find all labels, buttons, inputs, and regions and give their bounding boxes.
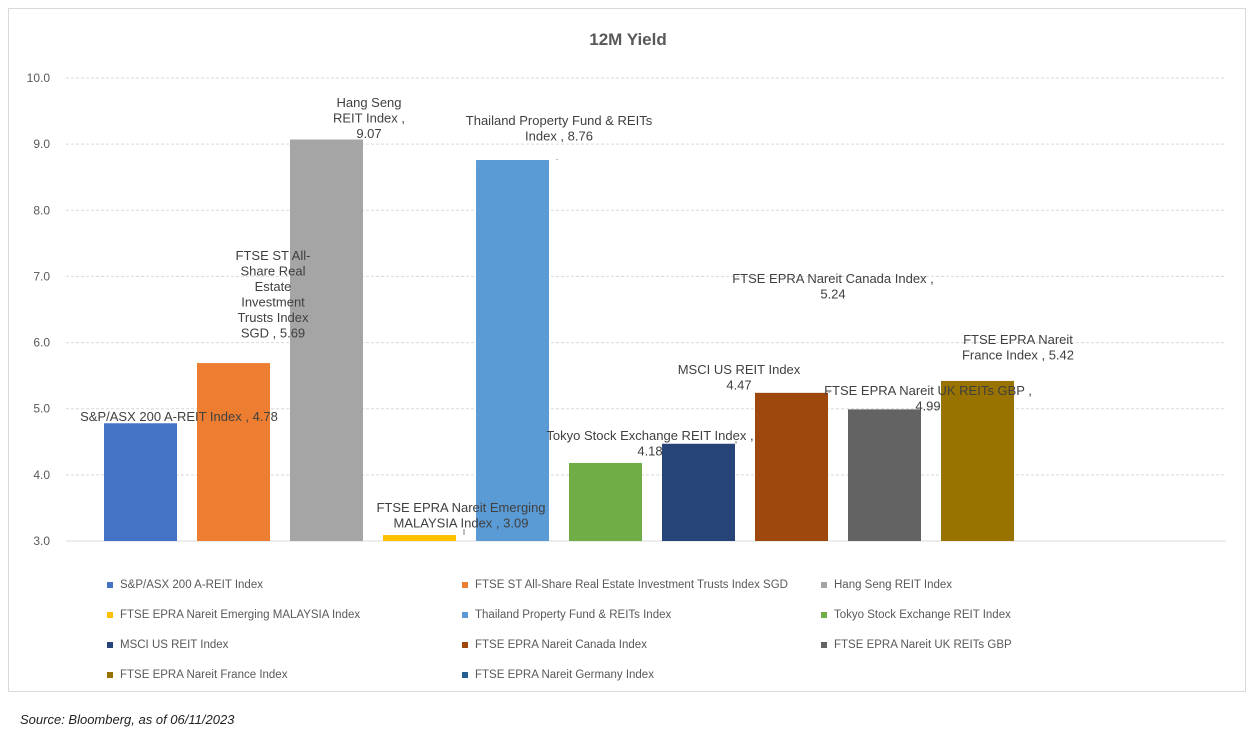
legend-swatch	[462, 582, 468, 588]
chart-frame: 12M Yield 3.0 4.0 5.0 6.0 7.0 8.0 9.0 10.0 S&P/…	[8, 8, 1246, 692]
legend-item: FTSE EPRA Nareit Germany Index	[462, 669, 654, 681]
y-tick-label: 6.0	[33, 336, 50, 350]
legend-item: Tokyo Stock Exchange REIT Index	[821, 609, 1011, 621]
y-tick-label: 4.0	[33, 468, 50, 482]
data-label: FTSE EPRA Nareit Emerging MALAYSIA Index …	[376, 500, 545, 531]
data-label: FTSE EPRA Nareit Canada Index , 5.24	[732, 271, 934, 302]
y-tick-label: 7.0	[33, 269, 50, 283]
chart-title: 12M Yield	[589, 30, 666, 49]
bars	[104, 139, 1014, 541]
bar	[383, 535, 456, 541]
data-label: S&P/ASX 200 A-REIT Index , 4.78	[80, 409, 278, 424]
legend-swatch	[821, 642, 827, 648]
data-label: FTSE ST All-Share Real Estate Investment Tr…	[236, 248, 311, 341]
legend-label: MSCI US REIT Index	[120, 639, 229, 651]
legend-label: Thailand Property Fund & REITs Index	[475, 609, 672, 621]
bar	[755, 392, 828, 541]
legend-item: FTSE EPRA Nareit France Index	[107, 669, 287, 681]
legend-label: FTSE EPRA Nareit UK REITs GBP	[834, 639, 1012, 651]
data-label: Thailand Property Fund & REITs Index , 8.…	[466, 113, 653, 144]
bar	[476, 160, 549, 541]
legend-swatch	[107, 582, 113, 588]
legend-swatch	[821, 582, 827, 588]
y-tick-label: 9.0	[33, 137, 50, 151]
legend-swatch	[107, 612, 113, 618]
legend-label: FTSE ST All-Share Real Estate Investment…	[475, 579, 788, 591]
legend-label: Hang Seng REIT Index	[834, 579, 953, 591]
gridlines	[66, 77, 1226, 542]
y-tick-label: 8.0	[33, 203, 50, 217]
legend-label: FTSE EPRA Nareit Canada Index	[475, 639, 647, 651]
bar-chart: 12M Yield 3.0 4.0 5.0 6.0 7.0 8.0 9.0 10.0 S&P/…	[27, 30, 1226, 548]
bar	[662, 443, 735, 541]
legend-swatch	[821, 612, 827, 618]
legend-label: S&P/ASX 200 A-REIT Index	[120, 579, 263, 591]
y-tick-label: 10.0	[27, 71, 51, 85]
legend-item: MSCI US REIT Index	[107, 639, 228, 651]
legend-item: FTSE ST All-Share Real Estate Investment…	[462, 579, 788, 591]
bar	[290, 139, 363, 541]
legend-swatch	[462, 672, 468, 678]
data-labels: S&P/ASX 200 A-REIT Index , 4.78 FTSE ST A…	[80, 95, 1074, 531]
data-label: FTSE EPRA Nareit UK REITs GBP , 4.99	[824, 383, 1032, 414]
label-leader-lines	[463, 159, 830, 536]
bar	[941, 380, 1014, 541]
legend-item: FTSE EPRA Nareit UK REITs GBP	[821, 639, 1012, 651]
legend-item: FTSE EPRA Nareit Canada Index	[462, 639, 647, 651]
bar	[197, 363, 270, 541]
legend-item: Hang Seng REIT Index	[821, 579, 952, 591]
legend-label: FTSE EPRA Nareit Emerging MALAYSIA Index	[120, 609, 361, 621]
y-tick-label: 5.0	[33, 402, 50, 416]
legend-swatch	[462, 642, 468, 648]
bar	[104, 423, 177, 541]
data-label: FTSE EPRA Nareit France Index , 5.42	[962, 332, 1074, 363]
y-axis-tick-labels: 3.0 4.0 5.0 6.0 7.0 8.0 9.0 10.0	[27, 71, 51, 548]
legend-item: S&P/ASX 200 A-REIT Index	[107, 579, 263, 591]
data-label: MSCI US REIT Index 4.47	[678, 362, 801, 393]
bar	[848, 409, 921, 541]
bar	[569, 462, 642, 541]
legend-label: FTSE EPRA Nareit Germany Index	[475, 669, 654, 681]
legend-label: Tokyo Stock Exchange REIT Index	[834, 609, 1011, 621]
legend-label: FTSE EPRA Nareit France Index	[120, 669, 288, 681]
source-note: Source: Bloomberg, as of 06/11/2023	[20, 712, 235, 727]
legend-swatch	[462, 612, 468, 618]
data-label: Tokyo Stock Exchange REIT Index , 4.18	[546, 428, 753, 459]
legend-swatch	[107, 642, 113, 648]
legend-item: FTSE EPRA Nareit Emerging MALAYSIA Index	[107, 609, 360, 621]
y-tick-label: 3.0	[33, 534, 50, 548]
legend-item: Thailand Property Fund & REITs Index	[462, 609, 671, 621]
data-label: Hang Seng REIT Index , 9.07	[333, 95, 405, 141]
legend-swatch	[107, 672, 113, 678]
